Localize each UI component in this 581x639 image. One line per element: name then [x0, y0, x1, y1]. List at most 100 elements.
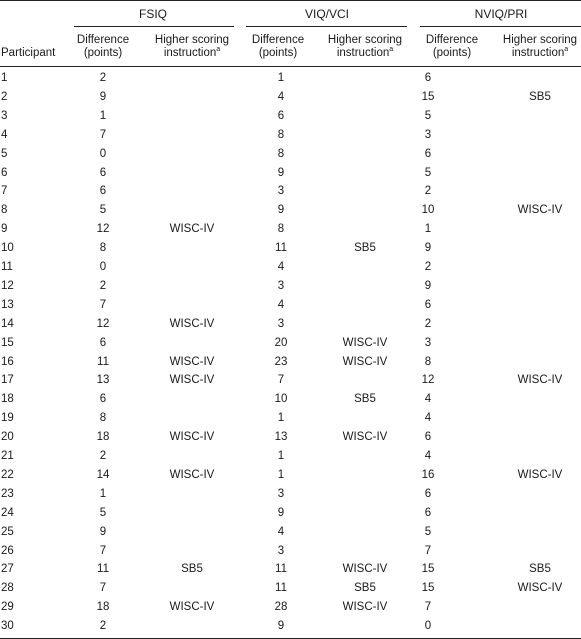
fsiq-instruction-cell: SB5: [181, 563, 203, 576]
viq-difference-cell: 4: [277, 90, 285, 103]
viq-difference-cell: 1: [277, 72, 285, 84]
viq-instruction-cell: WISC-IV: [342, 355, 388, 368]
difference-line-1: Difference: [251, 34, 305, 46]
fsiq-difference-cell: 6: [99, 393, 107, 406]
table-row: 22 14 WISC-IV 1 16 WISC-IV: [0, 466, 581, 485]
nviq-instruction-cell: WISC-IV: [517, 204, 563, 217]
participant-cell: 28: [1, 582, 14, 595]
footnote-mark: a: [389, 46, 394, 54]
viq-difference-cell: 3: [277, 279, 285, 292]
viq-difference-cell: 4: [277, 525, 285, 538]
nviq-difference-cell: 5: [424, 166, 432, 179]
fsiq-difference-cell: 7: [99, 298, 107, 311]
fsiq-instruction-cell: WISC-IV: [169, 431, 215, 444]
viq-difference-cell: 1: [277, 412, 285, 425]
fsiq-difference-cell: 13: [96, 374, 110, 387]
table-row: 15 6 20 WISC-IV 3: [0, 334, 581, 353]
fsiq-instruction-cell: WISC-IV: [169, 374, 215, 387]
table-row: 5 0 8 6: [0, 145, 581, 164]
difference-line-2: (points): [432, 47, 472, 59]
fsiq-difference-cell: 0: [99, 147, 107, 160]
viq-difference-cell: 23: [274, 355, 288, 368]
viq-difference-cell: 7: [277, 374, 285, 387]
participant-cell: 23: [1, 487, 14, 500]
table-row: 18 6 10 SB5 4: [0, 390, 581, 409]
nviq-instruction-cell: WISC-IV: [517, 468, 563, 481]
fsiq-difference-cell: 1: [99, 487, 107, 500]
nviq-difference-cell: 1: [424, 223, 432, 236]
footnote-mark: a: [564, 46, 569, 54]
fsiq-instruction-cell: WISC-IV: [169, 601, 215, 614]
table-row: 16 11 WISC-IV 23 WISC-IV 8: [0, 353, 581, 372]
viq-instruction-cell: SB5: [354, 242, 376, 255]
participant-cell: 7: [1, 185, 8, 198]
fsiq-difference-cell: 1: [99, 109, 107, 122]
table-row: 14 12 WISC-IV 3 2: [0, 315, 581, 334]
nviq-difference-cell: 6: [424, 147, 432, 160]
viq-difference-cell: 3: [277, 317, 285, 330]
participant-cell: 17: [1, 374, 14, 387]
participant-cell: 24: [1, 506, 14, 519]
viq-difference-cell: 4: [277, 261, 285, 273]
nviq-difference-cell: 6: [424, 72, 432, 84]
viq-difference-cell: 9: [277, 506, 285, 519]
viq-difference-cell: 11: [275, 242, 287, 255]
participant-cell: 27: [1, 563, 14, 576]
viq-difference-cell: 1: [277, 450, 285, 462]
participant-header: Participant: [1, 47, 56, 59]
viq-difference-cell: 8: [277, 147, 285, 160]
viq-instruction-cell: SB5: [354, 582, 376, 595]
higher-line-1: Higher scoring: [502, 34, 578, 46]
viq-difference-cell: 9: [277, 620, 285, 633]
participant-cell: 18: [1, 393, 14, 406]
viq-difference-cell: 11: [275, 582, 287, 595]
nviq-difference-cell: 15: [421, 582, 435, 595]
fsiq-difference-cell: 6: [99, 166, 107, 179]
difference-line-1: Difference: [76, 34, 130, 46]
nviq-difference-cell: 4: [424, 393, 432, 406]
table-row: 9 12 WISC-IV 8 1: [0, 220, 581, 239]
nviq-instruction-cell: WISC-IV: [517, 582, 563, 595]
table-row: 25 9 4 5: [0, 523, 581, 542]
viq-instruction-cell: SB5: [354, 393, 376, 406]
fsiq-difference-cell: 2: [99, 279, 107, 292]
viq-difference-cell: 8: [277, 128, 285, 141]
participant-cell: 1: [1, 72, 8, 84]
participant-cell: 10: [1, 242, 14, 255]
participant-cell: 11: [1, 261, 13, 273]
nviq-difference-cell: 5: [424, 525, 432, 538]
fsiq-difference-cell: 6: [99, 336, 107, 349]
nviq-difference-cell: 2: [424, 317, 432, 330]
group-header-nviq: NVIQ/PRI: [474, 7, 528, 21]
fsiq-difference-header: Difference (points): [77, 34, 129, 60]
participant-cell: 6: [1, 166, 8, 179]
fsiq-difference-cell: 9: [99, 90, 107, 103]
table-row: 17 13 WISC-IV 7 12 WISC-IV: [0, 371, 581, 390]
nviq-instruction-cell: SB5: [529, 563, 551, 576]
viq-instruction-cell: WISC-IV: [342, 601, 388, 614]
top-rule: [0, 0, 581, 1]
viq-difference-cell: 28: [274, 601, 288, 614]
participant-cell: 2: [1, 90, 8, 103]
participant-cell: 14: [1, 317, 14, 330]
footnote-mark: a: [216, 46, 221, 54]
viq-higher-header: Higher scoring instructiona: [328, 34, 402, 60]
fsiq-difference-cell: 7: [99, 128, 107, 141]
table-row: 28 7 11 SB5 15 WISC-IV: [0, 579, 581, 598]
table-row: 13 7 4 6: [0, 296, 581, 315]
viq-difference-cell: 3: [277, 487, 285, 500]
participant-cell: 3: [1, 109, 8, 122]
table-row: 6 6 9 5: [0, 164, 581, 183]
table-row: 29 18 WISC-IV 28 WISC-IV 7: [0, 598, 581, 617]
nviq-difference-cell: 16: [421, 468, 435, 481]
table-row: 21 2 1 4: [0, 447, 581, 466]
fsiq-difference-cell: 11: [97, 563, 109, 576]
difference-line-1: Difference: [425, 34, 479, 46]
table-row: 24 5 9 6: [0, 504, 581, 523]
nviq-instruction-cell: WISC-IV: [517, 374, 563, 387]
fsiq-difference-cell: 5: [99, 204, 107, 217]
viq-difference-cell: 8: [277, 223, 285, 236]
viq-difference-cell: 1: [277, 468, 285, 481]
viq-difference-cell: 20: [274, 336, 288, 349]
